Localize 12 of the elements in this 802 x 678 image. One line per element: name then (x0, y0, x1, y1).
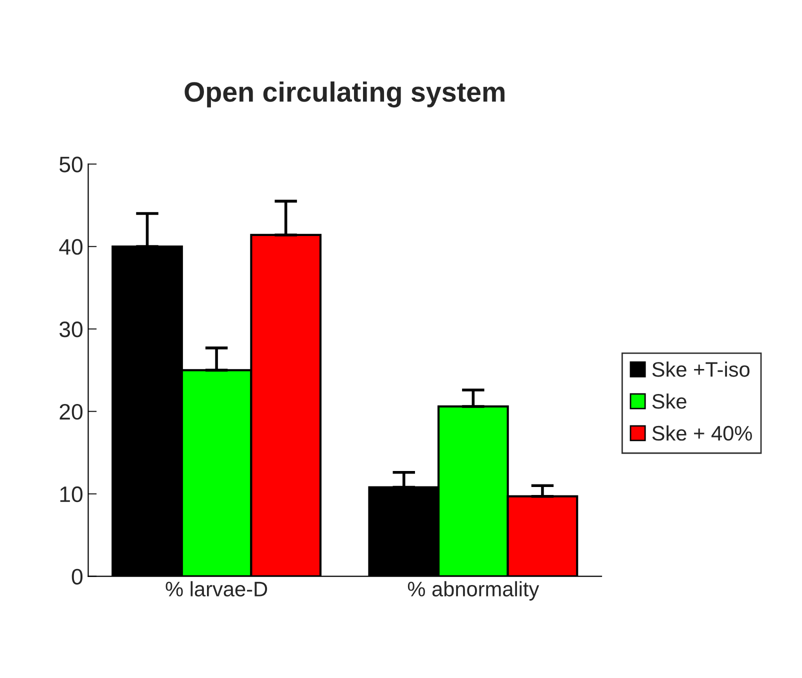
y-tick-label: 50 (60, 156, 82, 172)
y-tick-label: 40 (59, 239, 82, 255)
x-tick-label: % larvae-D (166, 581, 268, 596)
y-tick-label: 30 (59, 322, 82, 338)
legend-label: Ske (652, 393, 686, 409)
x-tick-label: % abnormality (408, 581, 540, 601)
y-tick-label: 20 (60, 404, 82, 420)
chart-title: Open circulating system (184, 81, 504, 108)
legend-label: Ske +T-iso (652, 362, 750, 377)
legend-label: Ske + 40% (652, 425, 752, 441)
y-tick-label: 10 (60, 486, 82, 502)
y-tick-label: 0 (72, 568, 82, 585)
